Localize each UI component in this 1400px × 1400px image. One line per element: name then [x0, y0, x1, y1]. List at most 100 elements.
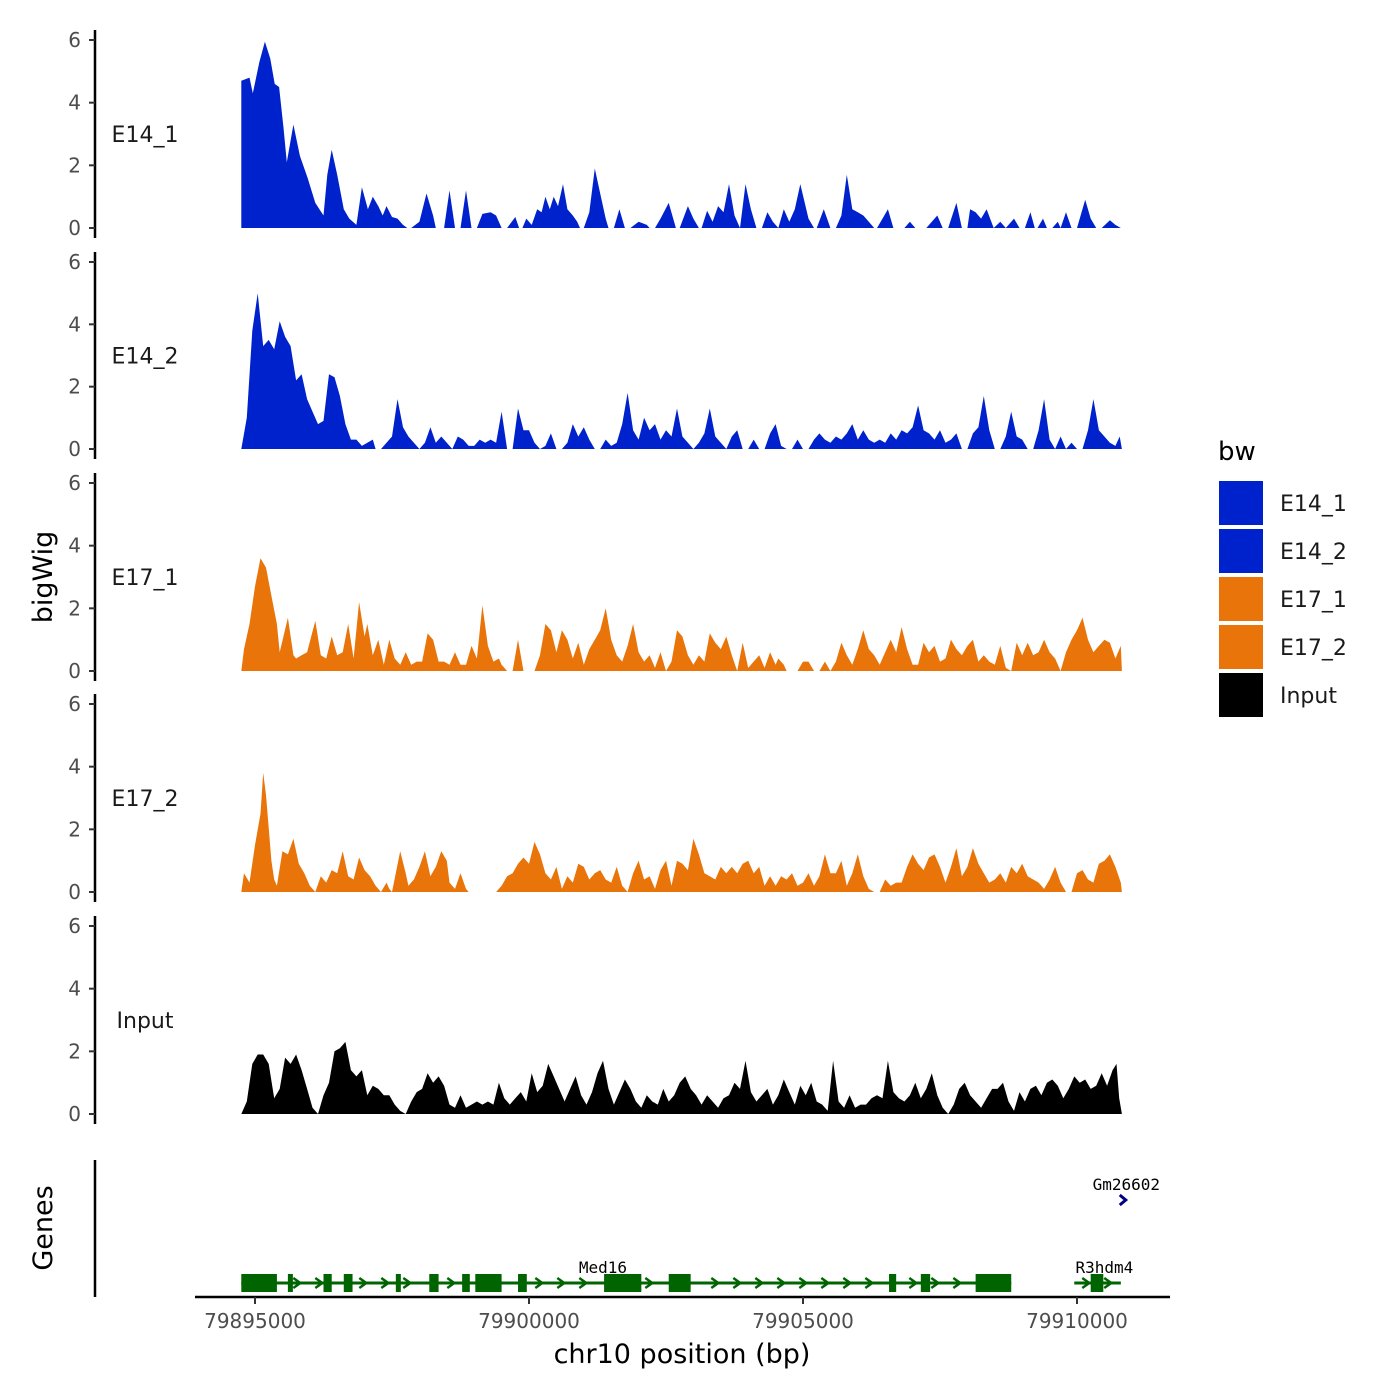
coverage-area-E17_2	[241, 772, 1122, 892]
strand-arrow	[358, 1276, 369, 1290]
y-tick-label: 4	[68, 91, 81, 115]
strand-arrow	[952, 1276, 963, 1290]
legend-swatch-E17_2	[1219, 625, 1263, 669]
coverage-tracks: 0 2 4 6 E14_1 0 2 4 6 E14_2 0 2 4 6 E17_1 0 2 4 6 E17_2 0 2 4 6…	[68, 28, 1122, 1126]
exon	[429, 1274, 439, 1292]
strand-arrow	[402, 1276, 413, 1290]
y-tick-label: 2	[68, 596, 81, 620]
strand-arrow	[842, 1276, 853, 1290]
legend-swatch-E17_1	[1219, 577, 1263, 621]
gene-label: Med16	[579, 1258, 627, 1277]
x-tick-label: 79905000	[752, 1309, 854, 1333]
y-axis-title: bigWig	[28, 531, 59, 624]
exon	[668, 1274, 691, 1292]
x-tick-label: 79910000	[1026, 1309, 1128, 1333]
exon	[889, 1274, 897, 1292]
track-E14_2: 0 2 4 6 E14_2	[68, 250, 1122, 461]
track-Input: 0 2 4 6 Input	[68, 914, 1122, 1126]
strand-arrow	[644, 1276, 655, 1290]
coverage-area-Input	[241, 1041, 1122, 1114]
genes-track: Med16 R3hdm4 Gm26602	[93, 1160, 1160, 1297]
strand-arrow	[1118, 1193, 1129, 1207]
exon	[604, 1274, 642, 1292]
y-tick-label: 4	[68, 312, 81, 336]
legend-title: bw	[1218, 437, 1256, 467]
y-tick-label: 6	[68, 914, 81, 938]
strand-arrow	[930, 1276, 941, 1290]
y-tick-label: 2	[68, 375, 81, 399]
legend-label-E14_1: E14_1	[1280, 492, 1347, 517]
y-tick-label: 0	[68, 216, 81, 240]
exon	[343, 1274, 353, 1292]
y-tick-label: 0	[68, 659, 81, 683]
track-label: Input	[117, 1009, 174, 1034]
strand-arrow	[1081, 1276, 1092, 1290]
track-E17_1: 0 2 4 6 E17_1	[68, 471, 1122, 683]
coverage-area-E14_1	[241, 41, 1121, 228]
strand-arrow	[292, 1276, 303, 1290]
exon	[241, 1274, 277, 1292]
legend-swatch-Input	[1219, 673, 1263, 717]
strand-arrow	[556, 1276, 567, 1290]
y-tick-label: 0	[68, 880, 81, 904]
strand-arrow	[534, 1276, 545, 1290]
strand-arrow	[820, 1276, 831, 1290]
exon	[1090, 1274, 1104, 1292]
legend: bw E14_1 E14_2 E17_1 E17_2 Input	[1218, 437, 1347, 717]
x-tick-label: 79900000	[478, 1309, 580, 1333]
gene-Gm26602: Gm26602	[1093, 1175, 1160, 1207]
genes-track-title: Genes	[28, 1185, 59, 1270]
y-tick-label: 4	[68, 977, 81, 1001]
exon	[287, 1274, 293, 1292]
strand-arrow	[380, 1276, 391, 1290]
legend-label-E14_2: E14_2	[1280, 540, 1347, 565]
exon	[920, 1274, 931, 1292]
y-tick-label: 0	[68, 1102, 81, 1126]
legend-label-Input: Input	[1280, 684, 1337, 709]
gene-label: R3hdm4	[1076, 1258, 1134, 1277]
track-E17_2: 0 2 4 6 E17_2	[68, 692, 1122, 904]
strand-arrow	[710, 1276, 721, 1290]
y-tick-label: 6	[68, 28, 81, 52]
gene-R3hdm4: R3hdm4	[1074, 1258, 1133, 1292]
coverage-area-E14_2	[241, 293, 1122, 449]
strand-arrow	[908, 1276, 919, 1290]
exon	[323, 1274, 332, 1292]
y-tick-label: 4	[68, 755, 81, 779]
track-label: E17_1	[112, 566, 179, 591]
y-tick-label: 6	[68, 250, 81, 274]
track-label: E17_2	[112, 787, 179, 812]
track-label: E14_1	[112, 123, 179, 148]
y-tick-label: 0	[68, 437, 81, 461]
track-E14_1: 0 2 4 6 E14_1	[68, 28, 1121, 240]
x-axis: 79895000 79900000 79905000 79910000	[195, 1295, 1170, 1333]
strand-arrow	[578, 1276, 589, 1290]
legend-label-E17_2: E17_2	[1280, 636, 1347, 661]
x-tick-label: 79895000	[204, 1309, 306, 1333]
strand-arrow	[798, 1276, 809, 1290]
strand-arrow	[314, 1276, 325, 1290]
strand-arrow	[446, 1276, 457, 1290]
strand-arrow	[754, 1276, 765, 1290]
strand-arrow	[1103, 1276, 1114, 1290]
y-tick-label: 6	[68, 692, 81, 716]
exon	[518, 1274, 527, 1292]
y-tick-label: 6	[68, 471, 81, 495]
gene-Med16: Med16	[241, 1258, 1012, 1292]
y-tick-label: 2	[68, 1039, 81, 1063]
track-label: E14_2	[112, 345, 179, 370]
x-axis-title: chr10 position (bp)	[554, 1339, 811, 1370]
exon	[475, 1274, 502, 1292]
y-tick-label: 2	[68, 153, 81, 177]
strand-arrow	[732, 1276, 743, 1290]
legend-swatch-E14_2	[1219, 529, 1263, 573]
strand-arrow	[776, 1276, 787, 1290]
y-tick-label: 2	[68, 817, 81, 841]
legend-label-E17_1: E17_1	[1280, 588, 1347, 613]
strand-arrow	[864, 1276, 875, 1290]
exon	[395, 1274, 401, 1292]
legend-swatch-E14_1	[1219, 481, 1263, 525]
exon	[975, 1274, 1012, 1292]
coverage-area-E17_1	[241, 558, 1122, 671]
